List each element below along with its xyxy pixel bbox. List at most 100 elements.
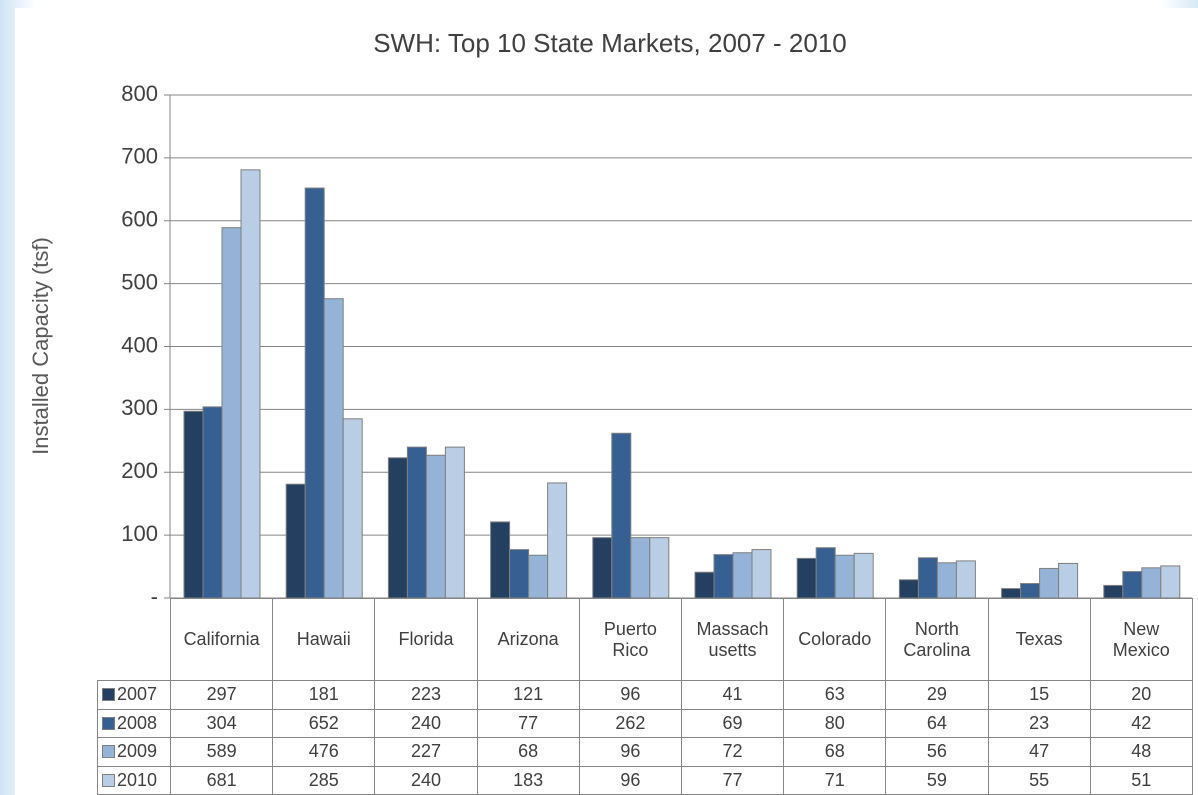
- bar: [240, 169, 261, 599]
- table-value: 77: [680, 765, 785, 795]
- table-row: 2007 297 181 223 121 96 41 63 29 15 20: [97, 680, 1193, 710]
- x-tick-label: Texas: [987, 598, 1091, 681]
- legend-swatch: [102, 773, 115, 787]
- table-value: 183: [476, 765, 580, 795]
- table-value: 227: [374, 737, 478, 767]
- bar: [713, 554, 734, 599]
- y-tick-label: 600: [121, 207, 158, 232]
- table-value: 77: [476, 708, 580, 738]
- table-row: 2008 304 652 240 77 262 69 80 64 23 42: [97, 708, 1193, 738]
- bar: [592, 537, 613, 599]
- table-value: 68: [783, 737, 887, 767]
- table-value: 476: [272, 737, 376, 767]
- y-tick-label: 500: [121, 269, 158, 294]
- table-value: 285: [272, 765, 376, 795]
- table-value: 240: [374, 765, 478, 795]
- table-value: 240: [374, 708, 478, 738]
- y-tick-label: 800: [121, 81, 158, 106]
- y-tick-label: 200: [121, 458, 158, 483]
- x-tick-label: Florida: [374, 598, 478, 681]
- bar: [694, 571, 715, 599]
- table-value: 96: [578, 680, 682, 710]
- legend-label: 2007: [117, 684, 158, 705]
- legend-item: 2008: [97, 708, 171, 738]
- y-tick-label: 400: [121, 332, 158, 357]
- table-value: 64: [885, 708, 989, 738]
- bar: [649, 537, 670, 599]
- table-value: 96: [578, 765, 682, 795]
- bar: [1141, 567, 1162, 599]
- legend-label: 2008: [117, 712, 158, 733]
- table-value: 63: [783, 680, 887, 710]
- table-value: 181: [272, 680, 376, 710]
- y-tick-label: 700: [121, 144, 158, 169]
- table-value: 96: [578, 737, 682, 767]
- x-tick-label: New Mexico: [1089, 598, 1193, 681]
- bar: [1039, 567, 1060, 599]
- table-value: 29: [885, 680, 989, 710]
- table-value: 42: [1089, 708, 1193, 738]
- table-value: 23: [987, 708, 1091, 738]
- legend-swatch: [102, 688, 115, 702]
- table-value: 47: [987, 737, 1091, 767]
- x-tick-label: California: [169, 598, 274, 681]
- legend-item: 2010: [97, 765, 171, 795]
- bar: [955, 560, 976, 599]
- bar: [183, 410, 204, 599]
- bar: [490, 521, 511, 599]
- bar: [917, 557, 938, 599]
- x-tick-label: Colorado: [783, 598, 887, 681]
- bar: [630, 537, 651, 599]
- bar: [936, 562, 957, 599]
- x-tick-label: North Carolina: [885, 598, 989, 681]
- legend-label: 2009: [117, 741, 158, 762]
- y-tick-label: 300: [121, 395, 158, 420]
- bar: [202, 406, 223, 599]
- table-value: 304: [169, 708, 274, 738]
- table-value: 68: [476, 737, 580, 767]
- table-header-row: California Hawaii Florida Arizona Puerto Ric…: [97, 598, 1193, 681]
- table-value: 71: [783, 765, 887, 795]
- legend-item: 2007: [97, 680, 171, 710]
- table-value: 681: [169, 765, 274, 795]
- bar: [444, 446, 465, 599]
- table-value: 48: [1089, 737, 1193, 767]
- bar: [342, 418, 363, 599]
- table-value: 262: [578, 708, 682, 738]
- bar: [387, 457, 408, 599]
- bar: [285, 483, 306, 599]
- legend-item: 2009: [97, 737, 171, 767]
- table-value: 80: [783, 708, 887, 738]
- table-value: 69: [680, 708, 785, 738]
- table-value: 652: [272, 708, 376, 738]
- table-value: 20: [1089, 680, 1193, 710]
- y-tick-label: 100: [121, 521, 158, 546]
- bar: [1122, 571, 1143, 599]
- bar: [732, 552, 753, 599]
- chart-title: SWH: Top 10 State Markets, 2007 - 2010: [373, 28, 847, 58]
- table-value: 297: [169, 680, 274, 710]
- table-value: 51: [1089, 765, 1193, 795]
- data-table: California Hawaii Florida Arizona Puerto Ric…: [97, 598, 1193, 795]
- x-tick-label: Puerto Rico: [578, 598, 682, 681]
- bar: [304, 187, 325, 599]
- table-value: 589: [169, 737, 274, 767]
- bar: [547, 482, 568, 599]
- table-value: 56: [885, 737, 989, 767]
- table-row: 2010 681 285 240 183 96 77 71 59 55 51: [97, 765, 1193, 795]
- table-value: 15: [987, 680, 1091, 710]
- table-corner: [97, 598, 171, 681]
- bar: [796, 557, 817, 599]
- bar: [1058, 562, 1079, 599]
- bar: [898, 579, 919, 599]
- y-axis-label: Installed Capacity (tsf): [28, 237, 53, 455]
- bar: [834, 554, 855, 599]
- table-value: 121: [476, 680, 580, 710]
- x-tick-label: Hawaii: [272, 598, 376, 681]
- table-value: 59: [885, 765, 989, 795]
- bar: [815, 547, 836, 599]
- x-tick-label: Massach usetts: [680, 598, 785, 681]
- bar: [528, 554, 549, 599]
- bar: [509, 549, 530, 599]
